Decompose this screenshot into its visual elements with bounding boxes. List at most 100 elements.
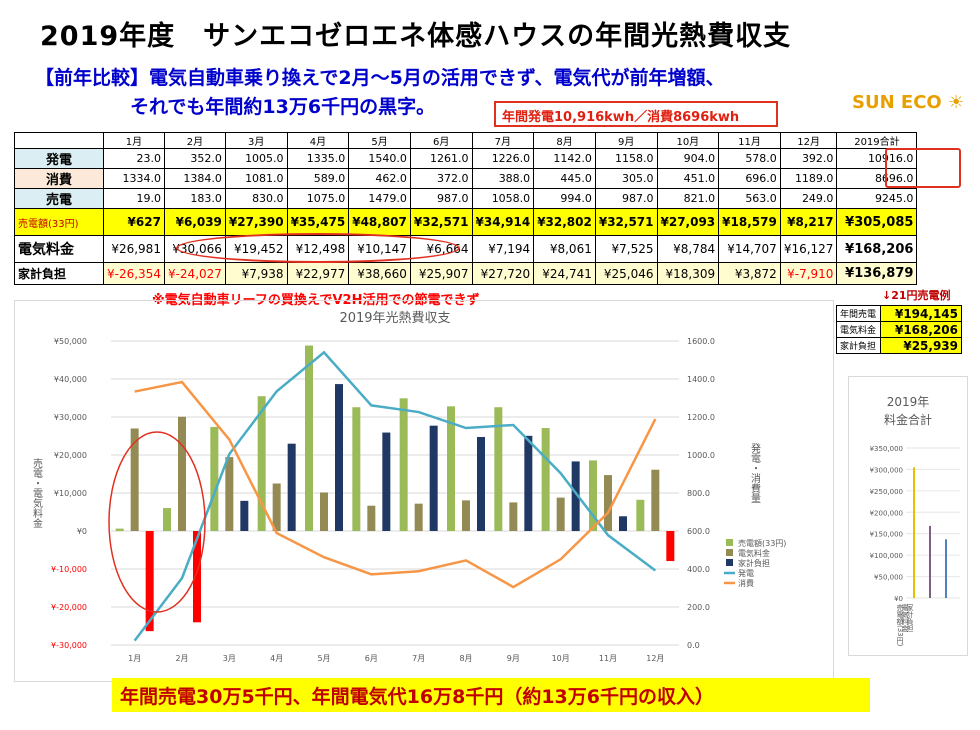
- x-tick-label: 7月: [412, 654, 425, 663]
- table-cell: ¥27,720: [471, 262, 535, 285]
- left-axis-label: 売電・電気料金: [31, 457, 43, 528]
- side-chart-title-2: 料金合計: [884, 412, 932, 427]
- bar-売電額(33円): [494, 407, 503, 531]
- right-tick-label: 0.0: [687, 641, 700, 650]
- bar-家計負担: [429, 425, 438, 531]
- bar-家計負担: [240, 500, 249, 531]
- left-tick-label: ¥20,000: [54, 451, 87, 460]
- table-cell: 1335.0: [286, 148, 350, 169]
- table-cell: ¥34,914: [471, 208, 535, 236]
- table-cell: ¥35,475: [286, 208, 350, 236]
- side-bar: [913, 467, 915, 598]
- mini-table-row: 年間売電 ¥194,145: [836, 305, 962, 322]
- generation-callout: 年間発電10,916kwh／消費8696kwh: [494, 101, 778, 127]
- bar-家計負担: [287, 443, 296, 531]
- bar-売電額(33円): [163, 508, 171, 531]
- bar-電気料金: [556, 497, 565, 531]
- table-cell: 1005.0: [224, 148, 288, 169]
- table-cell: ¥27,390: [224, 208, 288, 236]
- summary-table: 1月 2月 3月 4月 5月 6月 7月 8月 9月 10月 11月 12月 2019合計 発電 23.0 3…: [14, 132, 918, 285]
- bar-売電額(33円): [210, 426, 219, 531]
- table-cell: ¥8,217: [779, 208, 838, 236]
- page-title: 2019年度 サンエコゼロエネ体感ハウスの年間光熱費収支: [40, 21, 792, 52]
- side-category-label: 家計負担: [906, 603, 914, 632]
- table-cell: 696.0: [718, 168, 781, 189]
- table-cell: 1540.0: [348, 148, 411, 169]
- left-tick-label: ¥30,000: [54, 413, 87, 422]
- table-cell: ¥32,802: [533, 208, 596, 236]
- table-header-row: 1月 2月 3月 4月 5月 6月 7月 8月 9月 10月 11月 12月 2019合計: [14, 132, 918, 149]
- bar-家計負担: [524, 435, 533, 531]
- right-tick-label: 1000.0: [687, 451, 715, 460]
- legend-label: 発電: [738, 569, 754, 578]
- table-cell: ¥6,039: [163, 208, 226, 236]
- table-cell: ¥24,741: [533, 262, 596, 285]
- bottom-banner: 年間売電30万5千円、年間電気代16万8千円（約13万6千円の収入）: [112, 678, 870, 712]
- left-tick-label: ¥-20,000: [51, 603, 87, 612]
- bar-家計負担: [193, 531, 201, 623]
- x-tick-label: 12月: [646, 654, 664, 663]
- table-cell: 23.0: [103, 148, 165, 169]
- x-tick-label: 3月: [223, 654, 236, 663]
- table-cell: ¥7,194: [471, 235, 535, 263]
- bar-家計負担: [571, 461, 580, 531]
- legend-label: 家計負担: [738, 558, 770, 568]
- row-label: 家計負担: [14, 262, 104, 285]
- bar-売電額(33円): [257, 396, 266, 531]
- side-tick-label: ¥250,000: [870, 488, 903, 496]
- x-tick-label: 11月: [599, 654, 617, 663]
- bar-売電額(33円): [399, 398, 408, 531]
- side-bar: [929, 525, 931, 598]
- legend-label: 電気料金: [738, 548, 770, 558]
- table-cell: 1334.0: [103, 168, 165, 189]
- x-tick-label: 6月: [365, 654, 378, 663]
- feb-may-highlight-ellipse: [176, 233, 460, 263]
- table-cell: ¥7,938: [224, 262, 288, 285]
- table-cell: 1384.0: [163, 168, 226, 189]
- legend-swatch: [726, 549, 733, 556]
- table-cell: 1058.0: [471, 188, 535, 209]
- table-cell: 821.0: [656, 188, 720, 209]
- mini-value: ¥194,145: [880, 305, 962, 322]
- month-header: 4月: [286, 132, 350, 149]
- table-cell: ¥26,981: [103, 235, 165, 263]
- x-tick-label: 2月: [175, 654, 188, 663]
- row-label: 売電額(33円): [14, 208, 104, 236]
- total-cell: ¥305,085: [836, 208, 918, 236]
- right-tick-label: 400.0: [687, 565, 710, 574]
- x-tick-label: 8月: [459, 654, 472, 663]
- table-cell: 987.0: [409, 188, 473, 209]
- line-消費: [134, 380, 657, 589]
- subtitle-line-1: 【前年比較】電気自動車乗り換えで2月～5月の活用できず、電気代が前年増額、: [35, 67, 725, 89]
- bar-電気料金: [367, 505, 376, 531]
- table-cell: ¥32,571: [594, 208, 658, 236]
- table-row: 消費 1334.0 1384.0 1081.0 589.0 462.0 372.0 388.0…: [14, 168, 918, 189]
- mini-label: 電気料金: [836, 321, 881, 338]
- table-cell: 372.0: [409, 168, 473, 189]
- table-cell: 388.0: [471, 168, 535, 189]
- month-header: 11月: [718, 132, 781, 149]
- mini-summary-table: 年間売電 ¥194,145 電気料金 ¥168,206 家計負担 ¥25,939: [836, 305, 962, 354]
- left-tick-label: ¥50,000: [54, 337, 87, 346]
- sun-icon: ☀: [941, 92, 965, 113]
- left-tick-label: ¥0: [77, 527, 87, 536]
- bar-電気料金: [604, 475, 612, 531]
- total-cell: 9245.0: [836, 188, 918, 209]
- bar-家計負担: [382, 432, 391, 531]
- table-cell: ¥627: [103, 208, 165, 236]
- x-tick-label: 9月: [507, 654, 520, 663]
- bar-電気料金: [651, 469, 660, 531]
- side-category-label: 売電額(33円): [896, 603, 904, 646]
- bar-家計負担: [477, 436, 485, 531]
- legend-swatch: [726, 539, 733, 546]
- table-cell: ¥18,579: [718, 208, 781, 236]
- month-header: 5月: [348, 132, 411, 149]
- table-cell: ¥25,046: [594, 262, 658, 285]
- mini-value: ¥168,206: [880, 321, 962, 338]
- row-label: 発電: [14, 148, 104, 169]
- right-tick-label: 600.0: [687, 527, 710, 536]
- bar-電気料金: [130, 428, 139, 531]
- table-row: 発電 23.0 352.0 1005.0 1335.0 1540.0 1261.0 1226.…: [14, 148, 918, 169]
- table-cell: 1081.0: [224, 168, 288, 189]
- logo-text: SUN ECO: [852, 92, 942, 113]
